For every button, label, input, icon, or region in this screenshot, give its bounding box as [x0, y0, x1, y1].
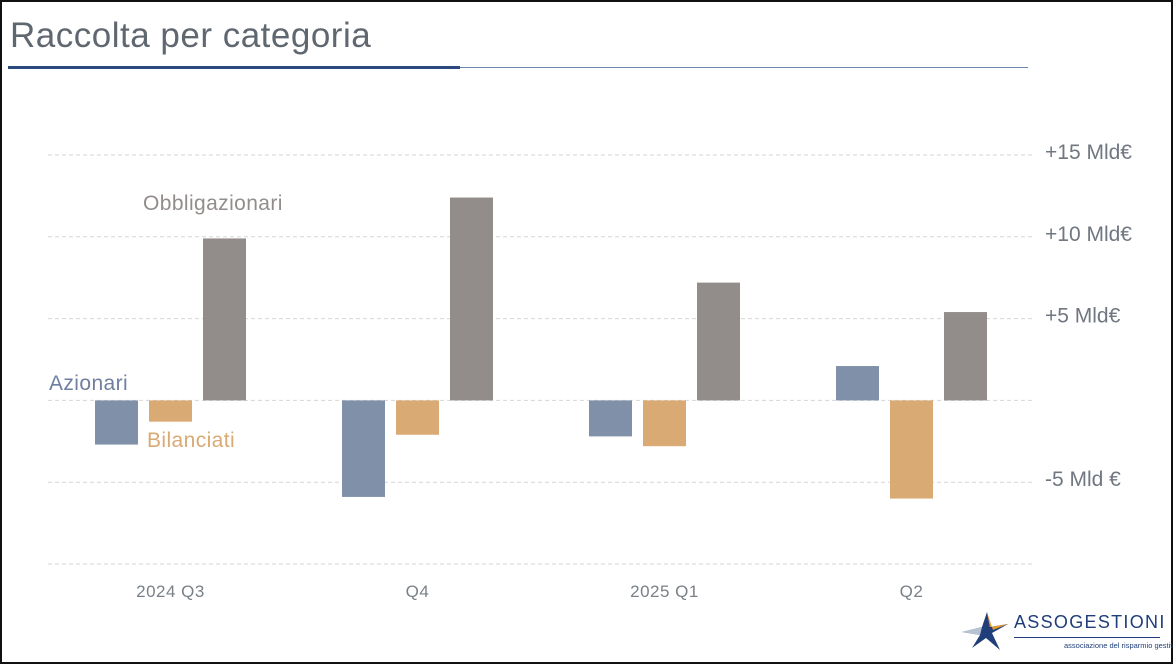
logo-divider	[1014, 637, 1160, 638]
bar-azionari-1	[95, 400, 138, 445]
x-tick-label: 2024 Q3	[136, 582, 205, 601]
x-tick-label: Q4	[406, 582, 430, 601]
assogestioni-logo: ASSOGESTIONI associazione del risparmio …	[960, 610, 1173, 656]
title-underline-thick	[8, 66, 460, 69]
gridlines	[48, 154, 1035, 565]
bar-bilanciati-3	[643, 400, 686, 447]
logo-name: ASSOGESTIONI	[1014, 612, 1166, 632]
x-tick-label: 2025 Q1	[630, 582, 699, 601]
bar-azionari-2	[342, 400, 385, 497]
page-title: Raccolta per categoria	[10, 16, 372, 55]
logo-tagline: associazione del risparmio gestito	[1064, 641, 1173, 650]
bar-obbligazionari-4	[944, 312, 987, 401]
bar-bilanciati-4	[890, 400, 933, 499]
bar-bilanciati-2	[396, 400, 439, 435]
x-tick-label: Q2	[900, 582, 924, 601]
title-underline-thin	[460, 67, 1028, 68]
labels: +15 Mld€ +10 Mld€ +5 Mld€ -5 Mld € 2024 Q3 Q4…	[49, 141, 1132, 601]
bar-azionari-4	[836, 366, 879, 401]
bars	[95, 197, 987, 499]
bar-obbligazionari-2	[450, 197, 493, 401]
bar-obbligazionari-1	[203, 238, 246, 401]
series-label-azionari: Azionari	[49, 372, 128, 395]
y-tick-label: +10 Mld€	[1045, 223, 1132, 246]
series-label-bilanciati: Bilanciati	[147, 429, 235, 452]
y-tick-label: +5 Mld€	[1045, 305, 1121, 328]
y-tick-label: -5 Mld €	[1045, 468, 1121, 491]
series-label-obbligazionari: Obbligazionari	[143, 192, 283, 215]
star-logo-icon	[962, 612, 1008, 650]
bar-obbligazionari-3	[697, 282, 740, 401]
y-tick-label: +15 Mld€	[1045, 141, 1132, 164]
bar-bilanciati-1	[149, 400, 192, 422]
bar-azionari-3	[589, 400, 632, 437]
